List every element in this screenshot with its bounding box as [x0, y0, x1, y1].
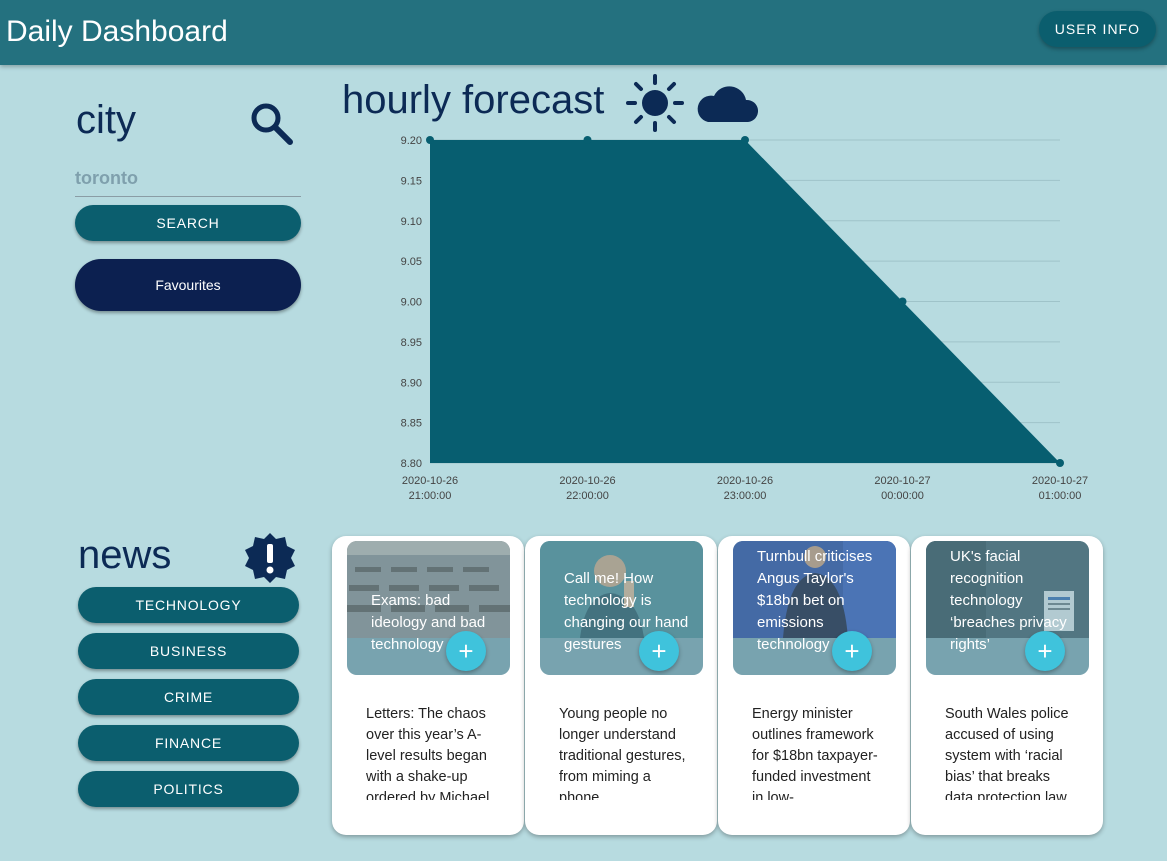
- news-card-description: Energy minister outlines framework for $…: [752, 706, 878, 800]
- app-bar: Daily Dashboard USER INFO: [0, 0, 1167, 65]
- chart-point: [741, 136, 749, 144]
- city-input[interactable]: [75, 160, 301, 197]
- news-card[interactable]: Call me! How technology is changing our …: [525, 536, 717, 835]
- category-technology-button[interactable]: TECHNOLOGY: [78, 587, 299, 623]
- favourites-button[interactable]: Favourites: [75, 259, 301, 311]
- politician-image: [733, 541, 896, 638]
- news-card-headline: Call me! How technology is changing our …: [564, 570, 689, 653]
- add-icon[interactable]: +: [1025, 631, 1065, 671]
- news-heading: news: [78, 533, 172, 577]
- news-card-media: Exams: bad ideology and bad technology +: [347, 541, 510, 675]
- chart-point: [898, 297, 907, 306]
- news-card-description: Letters: The chaos over this year’s A-le…: [366, 706, 490, 800]
- chart-point: [426, 136, 434, 144]
- news-card-description: Young people no longer understand tradit…: [559, 706, 686, 800]
- category-politics-button[interactable]: POLITICS: [78, 771, 299, 807]
- news-card-media: UK's facial recognition technology ‘brea…: [926, 541, 1089, 675]
- add-icon[interactable]: +: [639, 631, 679, 671]
- x-tick-label: 01:00:00: [1039, 490, 1082, 502]
- sun-icon: [626, 74, 684, 132]
- news-card-media: Turnbull criticises Angus Taylor's $18bn…: [733, 541, 896, 675]
- chart-point: [583, 136, 592, 144]
- y-tick-label: 8.90: [401, 377, 422, 389]
- y-tick-label: 9.00: [401, 297, 422, 309]
- search-icon[interactable]: [248, 100, 296, 148]
- user-info-button[interactable]: USER INFO: [1038, 11, 1156, 47]
- news-card-headline: Turnbull criticises Angus Taylor's $18bn…: [757, 548, 873, 653]
- news-card-headline: UK's facial recognition technology ‘brea…: [950, 548, 1067, 653]
- news-card-media: Call me! How technology is changing our …: [540, 541, 703, 675]
- add-icon[interactable]: +: [832, 631, 872, 671]
- y-tick-label: 9.15: [401, 175, 422, 187]
- news-card[interactable]: Exams: bad ideology and bad technology +…: [332, 536, 524, 835]
- phone-gesture-image: [540, 541, 703, 638]
- x-tick-label: 2020-10-26: [717, 475, 773, 487]
- x-tick-label: 2020-10-26: [402, 475, 458, 487]
- city-heading: city: [76, 98, 136, 142]
- forecast-chart: 9.20 9.15 9.10 9.05 9.00 8.95 8.90 8.85 8.80 2020…: [401, 135, 1089, 502]
- y-tick-label: 8.80: [401, 458, 422, 470]
- x-tick-label: 00:00:00: [881, 490, 924, 502]
- category-finance-button[interactable]: FINANCE: [78, 725, 299, 761]
- news-card-headline: Exams: bad ideology and bad technology: [371, 592, 486, 653]
- news-card-description: South Wales police accused of using syst…: [945, 706, 1069, 800]
- x-tick-label: 21:00:00: [409, 490, 452, 502]
- add-icon[interactable]: +: [446, 631, 486, 671]
- news-card[interactable]: Turnbull criticises Angus Taylor's $18bn…: [718, 536, 910, 835]
- forecast-heading: hourly forecast: [342, 78, 605, 122]
- alert-icon: [245, 533, 295, 583]
- street-camera-image: [926, 541, 1089, 638]
- x-tick-label: 2020-10-27: [1032, 475, 1088, 487]
- category-business-button[interactable]: BUSINESS: [78, 633, 299, 669]
- chart-area: [430, 140, 1060, 463]
- cloud-icon: [697, 86, 759, 122]
- x-tick-label: 2020-10-27: [874, 475, 930, 487]
- chart-point: [1056, 459, 1064, 467]
- search-button[interactable]: SEARCH: [75, 205, 301, 241]
- y-tick-label: 8.85: [401, 418, 422, 430]
- category-crime-button[interactable]: CRIME: [78, 679, 299, 715]
- y-tick-label: 9.10: [401, 216, 422, 228]
- app-title: Daily Dashboard: [6, 15, 228, 48]
- x-tick-label: 23:00:00: [724, 490, 767, 502]
- x-tick-label: 22:00:00: [566, 490, 609, 502]
- exam-hall-image: [347, 541, 510, 638]
- y-tick-label: 9.05: [401, 256, 422, 268]
- x-tick-label: 2020-10-26: [559, 475, 615, 487]
- y-tick-label: 8.95: [401, 337, 422, 349]
- y-tick-label: 9.20: [401, 135, 422, 147]
- news-card[interactable]: UK's facial recognition technology ‘brea…: [911, 536, 1103, 835]
